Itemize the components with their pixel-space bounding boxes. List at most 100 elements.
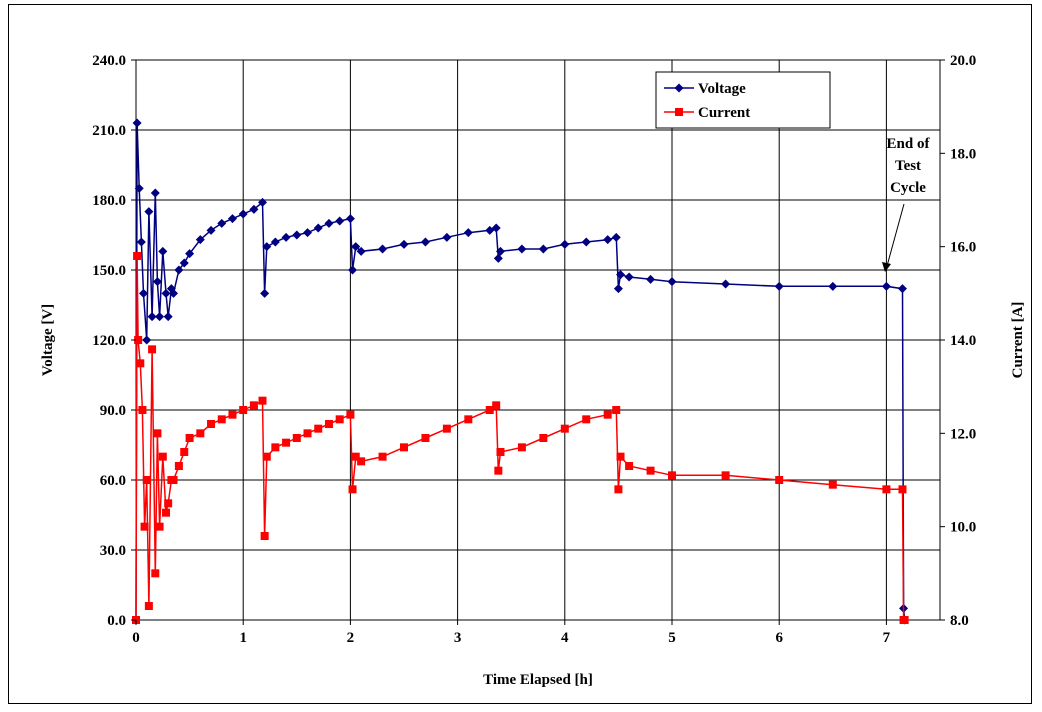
data-point	[775, 476, 784, 484]
data-point	[152, 277, 162, 287]
data-point	[133, 252, 142, 260]
series-line-current	[135, 255, 905, 621]
data-point	[257, 197, 267, 207]
data-point	[174, 265, 184, 275]
data-point	[180, 448, 189, 456]
legend-marker	[674, 83, 684, 93]
annotation-line: Test	[895, 158, 921, 174]
data-point	[303, 228, 313, 238]
y2-tick-label: 12.0	[950, 426, 976, 442]
data-point	[262, 242, 272, 252]
data-point	[616, 452, 625, 461]
x-tick-label: 5	[668, 630, 676, 646]
series-layer	[131, 118, 910, 625]
annotation-line: End of	[887, 136, 931, 152]
data-point	[378, 244, 388, 254]
data-point	[539, 434, 548, 442]
data-point	[348, 485, 357, 494]
data-point	[217, 415, 226, 424]
data-point	[463, 228, 473, 238]
data-point	[493, 253, 503, 263]
grid	[136, 60, 940, 620]
y2-tick-label: 8.0	[950, 613, 969, 629]
data-point	[260, 288, 270, 298]
data-point	[560, 424, 569, 433]
data-point	[155, 522, 164, 531]
x-tick-label: 7	[883, 630, 891, 646]
data-point	[898, 485, 907, 494]
y-tick-label: 60.0	[100, 473, 126, 489]
data-point	[206, 225, 216, 235]
data-point	[249, 204, 259, 214]
data-point	[132, 118, 142, 128]
data-point	[828, 281, 838, 291]
data-point	[581, 237, 591, 247]
data-point	[196, 429, 205, 438]
data-point	[292, 230, 302, 240]
data-point	[324, 420, 333, 428]
data-point	[147, 312, 157, 322]
data-point	[217, 218, 227, 228]
data-point	[142, 335, 152, 345]
data-point	[442, 232, 452, 242]
data-point	[560, 239, 570, 249]
data-point	[538, 244, 548, 254]
legend-label: Current	[698, 105, 750, 121]
data-point	[624, 272, 634, 282]
data-point	[351, 452, 360, 461]
y-axis-title: Voltage [V]	[40, 304, 56, 376]
data-point	[195, 235, 205, 245]
data-point	[485, 406, 494, 414]
legend: Voltage Current	[655, 71, 831, 129]
x-axis-title: Time Elapsed [h]	[483, 672, 593, 688]
data-point	[345, 214, 355, 224]
data-point	[155, 312, 165, 322]
data-point	[148, 345, 157, 354]
data-point	[164, 499, 173, 508]
data-point	[603, 235, 613, 245]
data-point	[282, 438, 291, 447]
data-point	[314, 424, 323, 433]
data-point	[582, 415, 591, 424]
data-point	[495, 246, 505, 256]
data-point	[668, 471, 676, 480]
data-point	[270, 237, 280, 247]
data-point	[179, 258, 189, 268]
x-tick-label: 6	[775, 630, 783, 646]
data-point	[357, 457, 366, 466]
data-point	[616, 270, 626, 280]
data-point	[134, 183, 144, 193]
data-point	[227, 214, 237, 224]
data-point	[262, 452, 271, 461]
annotation-arrow-head	[882, 262, 891, 272]
data-point	[134, 336, 143, 344]
data-point	[335, 415, 344, 424]
data-point	[442, 424, 451, 433]
data-point	[348, 265, 358, 275]
data-point	[151, 569, 160, 578]
x-tick-label: 0	[132, 630, 140, 646]
data-point	[140, 522, 149, 531]
y-tick-label: 150.0	[92, 263, 126, 279]
data-point	[464, 415, 473, 424]
y-tick-label: 0.0	[107, 613, 126, 629]
data-point	[153, 429, 162, 438]
data-point	[646, 274, 656, 284]
y2-tick-label: 20.0	[950, 53, 976, 69]
data-point	[346, 410, 355, 419]
data-point	[144, 207, 154, 217]
data-point	[136, 237, 146, 247]
y-tick-label: 120.0	[92, 333, 126, 349]
data-point	[882, 485, 891, 494]
data-point	[303, 429, 312, 438]
data-point	[625, 462, 634, 470]
data-point	[163, 312, 173, 322]
chart-frame	[8, 4, 1032, 704]
data-point	[399, 239, 409, 249]
data-point	[313, 223, 323, 233]
data-point	[900, 616, 909, 624]
legend-item-current: Current	[664, 105, 750, 121]
data-point	[292, 434, 301, 442]
data-point	[136, 359, 145, 368]
